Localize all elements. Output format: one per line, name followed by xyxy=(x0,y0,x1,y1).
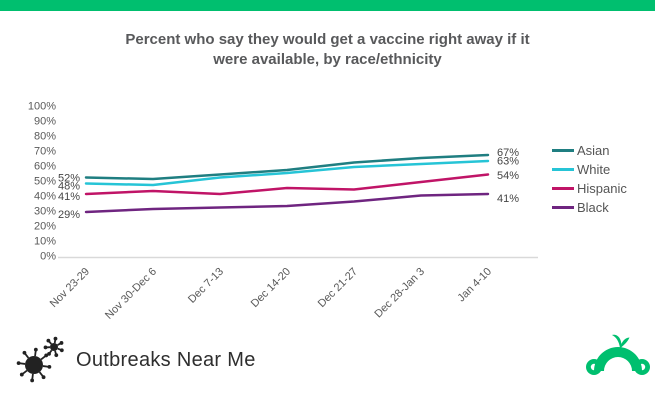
x-axis-tick-label: Jan 4-10 xyxy=(455,266,494,305)
monkey-glyph xyxy=(586,334,650,375)
y-axis-tick-label: 40% xyxy=(34,191,56,203)
y-axis-tick-label: 90% xyxy=(34,116,56,128)
legend-swatch-icon xyxy=(552,206,574,209)
first-value-label-black: 29% xyxy=(58,209,80,221)
last-value-label-asian: 67% xyxy=(497,147,519,159)
legend-swatch-icon xyxy=(552,187,574,190)
series-black: 29% 41% xyxy=(58,192,519,221)
series-line-black xyxy=(84,192,490,214)
series-line-white xyxy=(84,159,490,187)
legend-item-white: White xyxy=(552,160,627,179)
legend-item-hispanic: Hispanic xyxy=(552,179,627,198)
chart-legend: Asian White Hispanic Black xyxy=(552,141,627,217)
legend-item-black: Black xyxy=(552,198,627,217)
series-hispanic: 41% 54% xyxy=(58,170,519,203)
y-axis-tick-label: 50% xyxy=(34,176,56,188)
legend-label: White xyxy=(577,162,611,177)
series-line-hispanic xyxy=(84,173,490,196)
last-value-label-black: 41% xyxy=(497,193,519,205)
first-value-label-asian: 52% xyxy=(58,173,80,185)
last-value-label-hispanic: 54% xyxy=(497,170,519,182)
virus-glyph xyxy=(16,347,52,383)
series-asian: 52% 67% xyxy=(58,147,519,185)
first-value-label-white: 48% xyxy=(58,181,80,193)
x-axis-tick-label: Dec 28-Jan 3 xyxy=(372,266,427,321)
outbreaks-near-me-brand: Outbreaks Near Me xyxy=(14,336,256,384)
y-axis-tick-label: 0% xyxy=(40,251,56,263)
legend-label: Black xyxy=(577,200,609,215)
x-axis-tick-label: Nov 23-29 xyxy=(48,266,92,310)
y-axis-tick-label: 100% xyxy=(28,101,56,113)
x-axis-tick-label: Dec 7-13 xyxy=(186,266,226,306)
outbreaks-brand-label: Outbreaks Near Me xyxy=(76,348,256,371)
legend-label: Hispanic xyxy=(577,181,627,196)
series-line-asian xyxy=(84,153,490,181)
legend-label: Asian xyxy=(577,143,610,158)
legend-swatch-icon xyxy=(552,168,574,171)
legend-swatch-icon xyxy=(552,149,574,152)
y-axis-tick-label: 10% xyxy=(34,236,56,248)
brand-top-bar xyxy=(0,0,655,11)
y-axis-tick-label: 60% xyxy=(34,161,56,173)
surveymonkey-monkey-logo xyxy=(586,334,650,375)
y-axis-tick-label: 20% xyxy=(34,221,56,233)
x-axis-tick-label: Nov 30-Dec 6 xyxy=(103,266,159,322)
series-white: 48% 63% xyxy=(58,156,519,193)
y-axis-tick-label: 80% xyxy=(34,131,56,143)
legend-item-asian: Asian xyxy=(552,141,627,160)
x-axis-tick-label: Dec 21-27 xyxy=(316,266,360,310)
x-axis-labels: Nov 23-29 Nov 30-Dec 6 Dec 7-13 Dec 14-20 De… xyxy=(48,266,494,322)
chart-title: Percent who say they would get a vaccine… xyxy=(0,30,655,70)
y-axis-labels: 0% 10% 20% 30% 40% 50% 60% 70% 80% 90% 100% xyxy=(28,101,56,263)
chart-title-line-2: were available, by race/ethnicity xyxy=(213,51,442,68)
last-value-label-white: 63% xyxy=(497,156,519,168)
x-axis-tick-label: Dec 14-20 xyxy=(249,266,293,310)
y-axis-tick-label: 30% xyxy=(34,206,56,218)
y-axis-tick-label: 70% xyxy=(34,146,56,158)
virus-glyph xyxy=(43,336,64,358)
first-value-label-hispanic: 41% xyxy=(58,191,80,203)
virus-icon xyxy=(16,336,64,383)
chart-title-line-1: Percent who say they would get a vaccine… xyxy=(125,31,530,48)
